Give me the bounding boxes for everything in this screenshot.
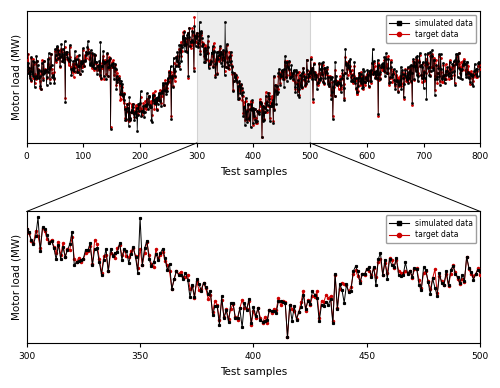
Y-axis label: Motor load (MW): Motor load (MW)	[11, 34, 21, 120]
Y-axis label: Motor load (MW): Motor load (MW)	[11, 234, 21, 320]
Legend: simulated data, target data: simulated data, target data	[386, 15, 476, 43]
X-axis label: Test samples: Test samples	[220, 166, 287, 177]
Legend: simulated data, target data: simulated data, target data	[386, 215, 476, 243]
X-axis label: Test samples: Test samples	[220, 367, 287, 377]
Bar	[197, 11, 310, 143]
